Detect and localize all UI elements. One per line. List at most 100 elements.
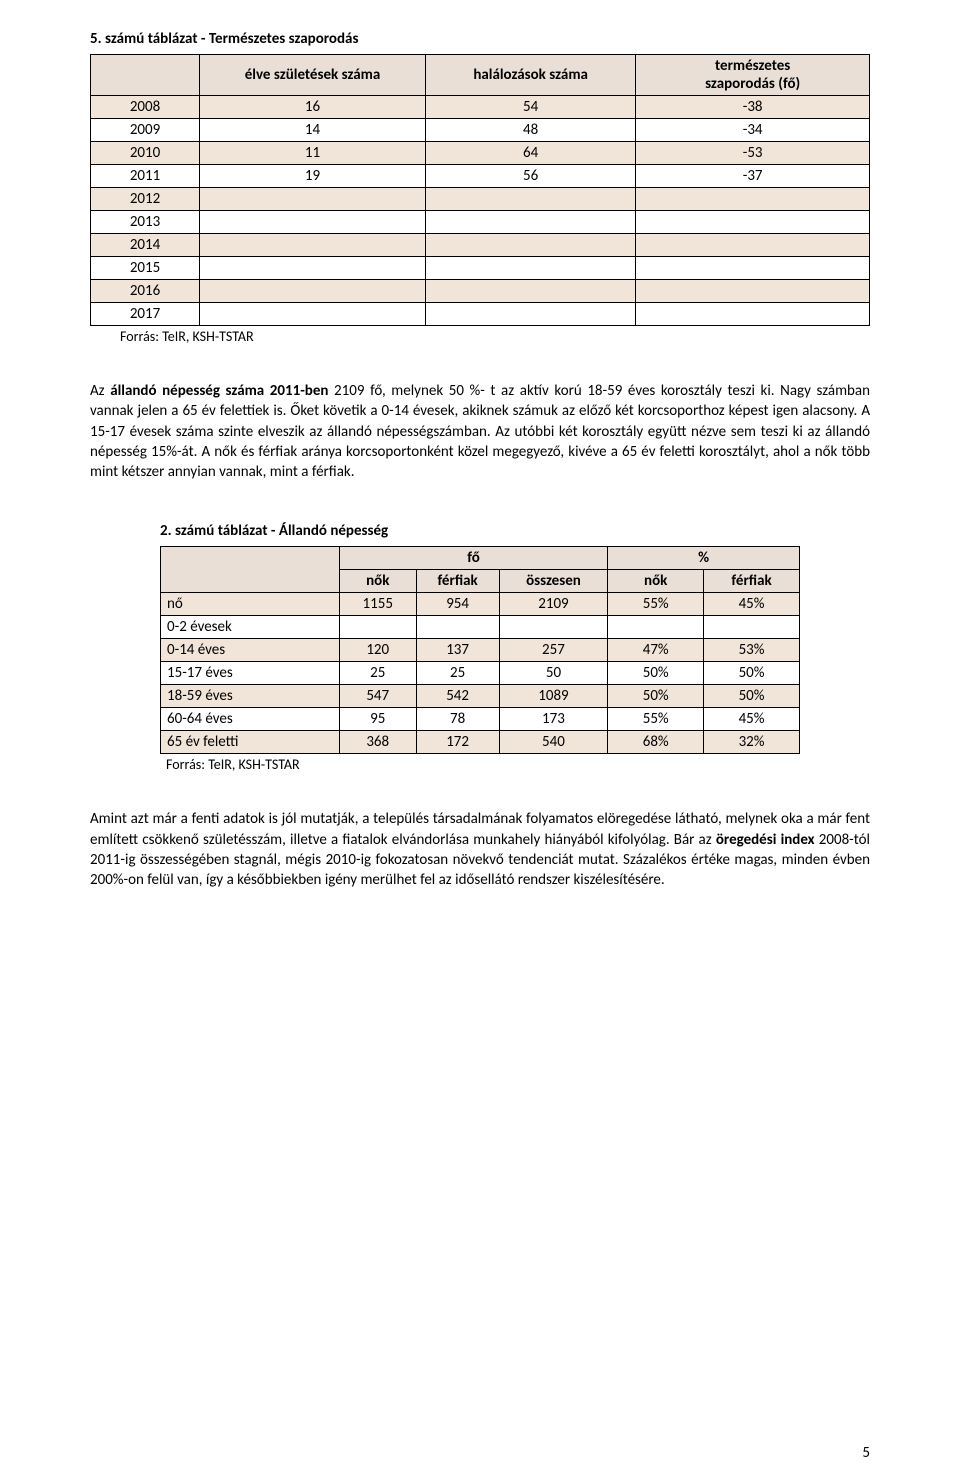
- table2-cell: 1155: [339, 593, 416, 616]
- table2-cell: 542: [416, 685, 499, 708]
- table2-cell: [339, 616, 416, 639]
- table2-cell: [416, 616, 499, 639]
- table1-cell: 56: [425, 165, 635, 188]
- table1-cell: 2011: [91, 165, 200, 188]
- table1-source: Forrás: TeIR, KSH-TSTAR: [120, 328, 870, 345]
- table-row: 2017: [91, 303, 870, 326]
- table2-cell: 172: [416, 731, 499, 754]
- table-row: 20101164-53: [91, 142, 870, 165]
- table-row: 15-17 éves25255050%50%: [161, 662, 800, 685]
- table1-title: 5. számú táblázat - Természetes szaporod…: [90, 30, 870, 48]
- table-row: 0-2 évesek: [161, 616, 800, 639]
- t1-h-deaths: halálozások száma: [425, 55, 635, 96]
- table-row: 2014: [91, 234, 870, 257]
- t2-h-blank: [161, 547, 340, 593]
- table-row: 60-64 éves957817355%45%: [161, 708, 800, 731]
- table2-cell: 540: [499, 731, 608, 754]
- t1-h-growth-l1: természetes: [715, 57, 790, 75]
- table2-cell: 45%: [704, 708, 800, 731]
- table2: fő % nők férfiak összesen nők férfiak nő…: [160, 546, 800, 754]
- table1-cell: [200, 188, 426, 211]
- table1: élve születések száma halálozások száma …: [90, 54, 870, 326]
- table1-cell: 2012: [91, 188, 200, 211]
- table1-cell: [425, 188, 635, 211]
- table2-cell: 32%: [704, 731, 800, 754]
- table1-cell: 14: [200, 119, 426, 142]
- table2-label: 0-14 éves: [161, 639, 340, 662]
- table1-cell: 48: [425, 119, 635, 142]
- p1-pre: Az: [90, 382, 110, 400]
- t2-sh-nok2: nők: [608, 570, 704, 593]
- t1-h-growth-l2: szaporodás (fő): [705, 75, 800, 93]
- table2-cell: 50%: [608, 685, 704, 708]
- table1-cell: [425, 257, 635, 280]
- t2-h-pct: %: [608, 547, 800, 570]
- p2-bold: öregedési index: [716, 831, 815, 849]
- table1-cell: [425, 211, 635, 234]
- table2-cell: 78: [416, 708, 499, 731]
- table2-cell: 55%: [608, 708, 704, 731]
- table2-cell: 50: [499, 662, 608, 685]
- table2-cell: 368: [339, 731, 416, 754]
- table1-cell: -53: [636, 142, 870, 165]
- table1-cell: 2016: [91, 280, 200, 303]
- table1-cell: 2013: [91, 211, 200, 234]
- table2-cell: 45%: [704, 593, 800, 616]
- table-row: 0-14 éves12013725747%53%: [161, 639, 800, 662]
- table2-cell: 47%: [608, 639, 704, 662]
- table2-cell: 547: [339, 685, 416, 708]
- table1-cell: [636, 280, 870, 303]
- t1-h-growth: természetes szaporodás (fő): [636, 55, 870, 96]
- table1-cell: [200, 257, 426, 280]
- table2-cell: 1089: [499, 685, 608, 708]
- t2-h-fo: fő: [339, 547, 607, 570]
- table1-cell: 19: [200, 165, 426, 188]
- table1-cell: 2008: [91, 96, 200, 119]
- table2-cell: 50%: [704, 685, 800, 708]
- table2-cell: 50%: [704, 662, 800, 685]
- table-row: 2013: [91, 211, 870, 234]
- table2-cell: 137: [416, 639, 499, 662]
- table2-source: Forrás: TeIR, KSH-TSTAR: [166, 756, 800, 773]
- table1-cell: -37: [636, 165, 870, 188]
- table2-cell: 55%: [608, 593, 704, 616]
- table1-cell: -34: [636, 119, 870, 142]
- paragraph-1: Az állandó népesség száma 2011-ben 2109 …: [90, 381, 870, 482]
- table1-cell: [636, 257, 870, 280]
- table2-label: 60-64 éves: [161, 708, 340, 731]
- table1-cell: [425, 280, 635, 303]
- table2-label: 65 év feletti: [161, 731, 340, 754]
- table1-cell: [636, 303, 870, 326]
- table-row: 18-59 éves547542108950%50%: [161, 685, 800, 708]
- table2-cell: 50%: [608, 662, 704, 685]
- table1-cell: [200, 211, 426, 234]
- table2-cell: 173: [499, 708, 608, 731]
- t2-sh-nok: nők: [339, 570, 416, 593]
- table2-cell: 954: [416, 593, 499, 616]
- table2-cell: [704, 616, 800, 639]
- table1-cell: [636, 234, 870, 257]
- table-row: nő1155954210955%45%: [161, 593, 800, 616]
- table-row: 20091448-34: [91, 119, 870, 142]
- table1-cell: [200, 280, 426, 303]
- table-row: 2012: [91, 188, 870, 211]
- table1-cell: [636, 188, 870, 211]
- table1-cell: -38: [636, 96, 870, 119]
- table-row: 20111956-37: [91, 165, 870, 188]
- table1-cell: [636, 211, 870, 234]
- table2-cell: 2109: [499, 593, 608, 616]
- table1-cell: 2010: [91, 142, 200, 165]
- table-row: 20081654-38: [91, 96, 870, 119]
- table-row: 2016: [91, 280, 870, 303]
- table2-cell: 25: [339, 662, 416, 685]
- table2-cell: 53%: [704, 639, 800, 662]
- table1-cell: 2014: [91, 234, 200, 257]
- table2-cell: 95: [339, 708, 416, 731]
- table2-cell: [608, 616, 704, 639]
- table2-cell: 25: [416, 662, 499, 685]
- table2-title: 2. számú táblázat - Állandó népesség: [160, 522, 800, 540]
- table1-cell: 2015: [91, 257, 200, 280]
- table1-cell: [200, 303, 426, 326]
- table-row: 65 év feletti36817254068%32%: [161, 731, 800, 754]
- t2-sh-ferfiak: férfiak: [416, 570, 499, 593]
